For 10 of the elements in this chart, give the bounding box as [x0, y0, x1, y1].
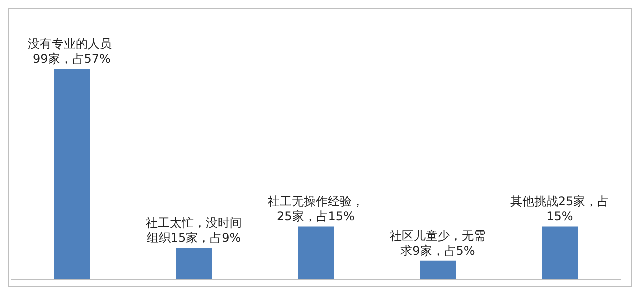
bar [420, 260, 456, 280]
data-label: 社工太忙，没时间组织15家，占9% [146, 216, 242, 246]
data-label: 社工无操作经验，25家，占15% [268, 194, 364, 224]
data-label: 其他挑战25家，占15% [510, 194, 610, 224]
bar [54, 69, 90, 280]
data-label: 没有专业的人员 99家，占57% [28, 37, 116, 66]
bar [176, 248, 212, 280]
data-label: 社区儿童少，无需求9家，占5% [390, 228, 486, 258]
bar [298, 226, 334, 280]
bar [542, 226, 578, 280]
